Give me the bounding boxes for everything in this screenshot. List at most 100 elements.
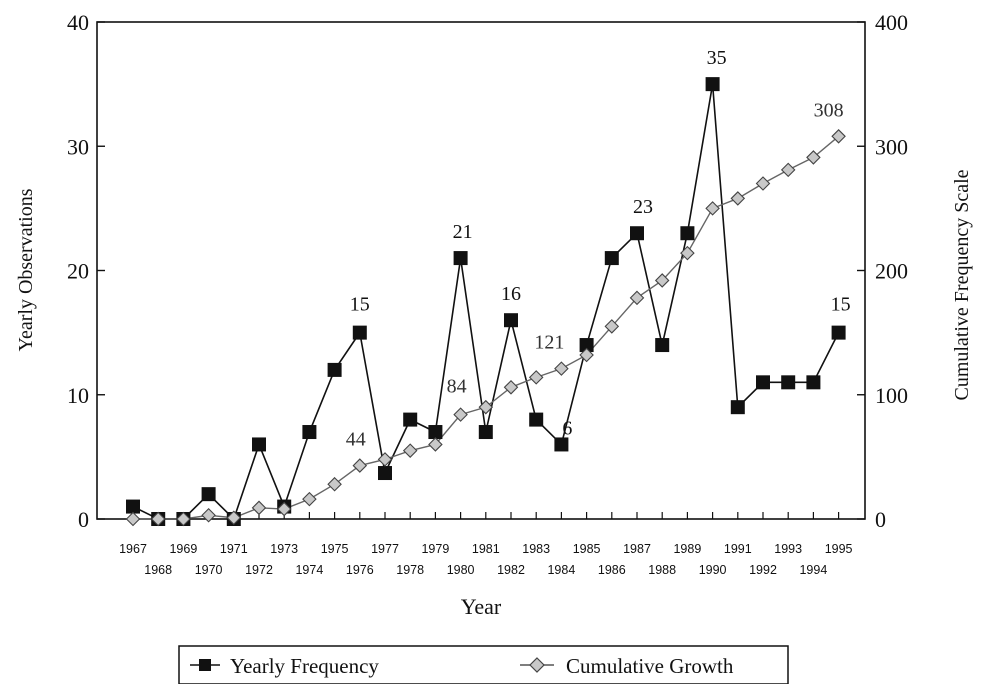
yearly-frequency-point [201, 487, 216, 502]
legend-box [178, 645, 789, 684]
cumulative-growth-point [352, 458, 368, 473]
legend-cumulative-label: Cumulative Growth [566, 654, 734, 678]
yearly-frequency-point [604, 251, 619, 266]
cumulative-growth-point [302, 491, 317, 507]
yearly-frequency-point [252, 437, 266, 452]
yearly-frequency-point [352, 325, 367, 340]
yearly-frequency-point [781, 375, 796, 390]
data-label: 35 [707, 47, 727, 69]
x-tick-label: 1991 [724, 542, 752, 556]
x-tick-label: 1977 [371, 542, 399, 556]
x-tick-label: 1990 [699, 563, 727, 577]
x-tick-label: 1983 [522, 542, 550, 556]
x-tick-label: 1981 [472, 542, 500, 556]
yearly-frequency-point [630, 226, 644, 241]
x-tick-label: 1995 [825, 542, 853, 556]
yearly-frequency-point [428, 425, 443, 440]
x-tick-label: 1984 [547, 563, 575, 577]
right-tick-label: 0 [875, 507, 886, 532]
yearly-frequency-point [378, 466, 392, 481]
cumulative-growth-point [503, 380, 519, 395]
yearly-frequency-point [730, 400, 745, 415]
right-axis: 0 100 200 300 400 [857, 10, 908, 532]
yearly-frequency-point [126, 499, 140, 514]
x-tick-label: 1978 [396, 563, 424, 577]
data-label: 44 [346, 429, 366, 451]
left-tick-label: 0 [78, 507, 89, 532]
x-tick-label: 1972 [245, 563, 273, 577]
data-label: 15 [831, 294, 851, 316]
yearly-frequency-point [478, 425, 493, 440]
yearly-frequency-point [327, 362, 342, 377]
x-tick-label: 1992 [749, 563, 777, 577]
cumulative-growth-point [730, 191, 746, 206]
yearly-frequency-point [554, 437, 569, 452]
x-tick-label: 1993 [774, 542, 802, 556]
cumulative-growth-point [453, 407, 468, 422]
left-tick-label: 20 [67, 259, 89, 284]
series-lines [132, 83, 840, 521]
legend-yearly-label: Yearly Frequency [230, 654, 379, 678]
x-tick-label: 1974 [295, 563, 323, 577]
cumulative-growth-point [831, 129, 846, 144]
cumulative-growth-point [604, 319, 620, 334]
data-label: 6 [562, 417, 572, 439]
right-tick-label: 100 [875, 383, 908, 408]
cumulative-growth-point [327, 476, 342, 492]
left-axis: 0 10 20 30 40 [67, 10, 105, 532]
cumulative-growth-point [629, 290, 645, 306]
cumulative-growth-point [226, 510, 242, 526]
cumulative-growth-point [780, 162, 796, 178]
x-tick-label: 1988 [648, 563, 676, 577]
cumulative-growth-point [201, 507, 216, 523]
cumulative-growth-point [176, 511, 191, 527]
yearly-frequency-point [579, 338, 594, 353]
x-tick-label: 1994 [799, 563, 827, 577]
x-tick-label: 1967 [119, 542, 147, 556]
cumulative-growth-point [705, 201, 720, 216]
x-tick-label: 1985 [573, 542, 601, 556]
legend-cumulative-diamond-icon [529, 657, 545, 673]
cumulative-growth-point [478, 399, 494, 415]
data-label: 308 [814, 99, 844, 121]
cumulative-growth-point [806, 150, 821, 165]
x-tick-label: 1989 [673, 542, 701, 556]
cumulative-growth-point [428, 437, 443, 452]
cumulative-growth-point [579, 347, 594, 363]
yearly-frequency-line [132, 83, 840, 521]
yearly-frequency-point [806, 375, 821, 390]
x-tick-label: 1979 [421, 542, 449, 556]
cumulative-growth-point [125, 511, 141, 527]
data-label: 23 [633, 196, 653, 218]
x-tick-label: 1980 [447, 563, 475, 577]
y-axis-label-right: Cumulative Frequency Scale [951, 169, 973, 400]
cumulative-growth-point [150, 511, 166, 527]
series-markers [125, 77, 846, 527]
cumulative-growth-point [528, 370, 544, 385]
x-tick-label: 1987 [623, 542, 651, 556]
cumulative-growth-point [654, 273, 670, 288]
y-axis-label-left: Yearly Observations [15, 188, 37, 351]
right-tick-label: 400 [875, 10, 908, 35]
cumulative-growth-line [133, 135, 840, 520]
x-axis-label: Year [461, 594, 502, 619]
yearly-frequency-point [680, 226, 695, 241]
x-tick-label: 1982 [497, 563, 525, 577]
left-tick-label: 10 [67, 383, 89, 408]
yearly-frequency-point [302, 425, 317, 440]
plot-frame [96, 21, 866, 520]
data-label: 15 [350, 294, 370, 316]
x-tick-label: 1973 [270, 542, 298, 556]
x-tick-label: 1971 [220, 542, 248, 556]
cumulative-growth-point [276, 501, 292, 517]
yearly-frequency-point [655, 338, 670, 353]
x-tick-label: 1976 [346, 563, 374, 577]
data-label: 121 [534, 332, 564, 354]
data-label: 84 [447, 376, 467, 398]
cumulative-growth-point [377, 452, 393, 467]
x-tick-label: 1969 [169, 542, 197, 556]
right-tick-label: 200 [875, 259, 908, 284]
yearly-frequency-point [403, 412, 418, 427]
data-label: 21 [453, 221, 473, 243]
